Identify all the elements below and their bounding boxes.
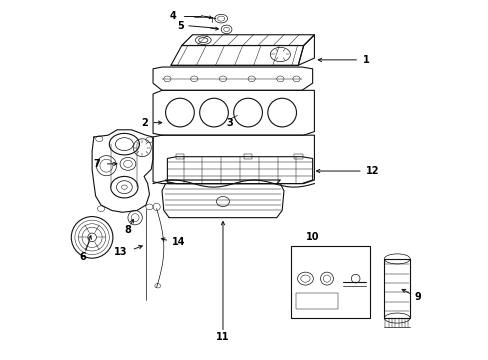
Text: 2: 2 [141, 118, 147, 128]
Ellipse shape [297, 272, 313, 285]
Text: 6: 6 [80, 252, 86, 262]
Bar [290, 246, 369, 318]
Text: 1: 1 [362, 55, 369, 65]
Text: 4: 4 [169, 11, 176, 21]
Bar [244, 154, 252, 159]
Text: 8: 8 [124, 225, 131, 235]
Text: 9: 9 [414, 292, 421, 302]
Text: 14: 14 [172, 237, 185, 247]
Ellipse shape [300, 275, 309, 282]
Bar [384, 259, 409, 318]
Ellipse shape [320, 272, 333, 285]
Text: 10: 10 [305, 232, 319, 242]
Bar [296, 293, 337, 309]
Bar [175, 154, 184, 159]
Ellipse shape [323, 275, 330, 282]
Text: 7: 7 [93, 159, 100, 169]
Text: 13: 13 [114, 247, 127, 257]
Text: 3: 3 [226, 118, 233, 128]
Text: 11: 11 [216, 332, 229, 342]
Text: 12: 12 [366, 166, 379, 176]
Bar [293, 154, 302, 159]
Text: 5: 5 [177, 21, 183, 31]
